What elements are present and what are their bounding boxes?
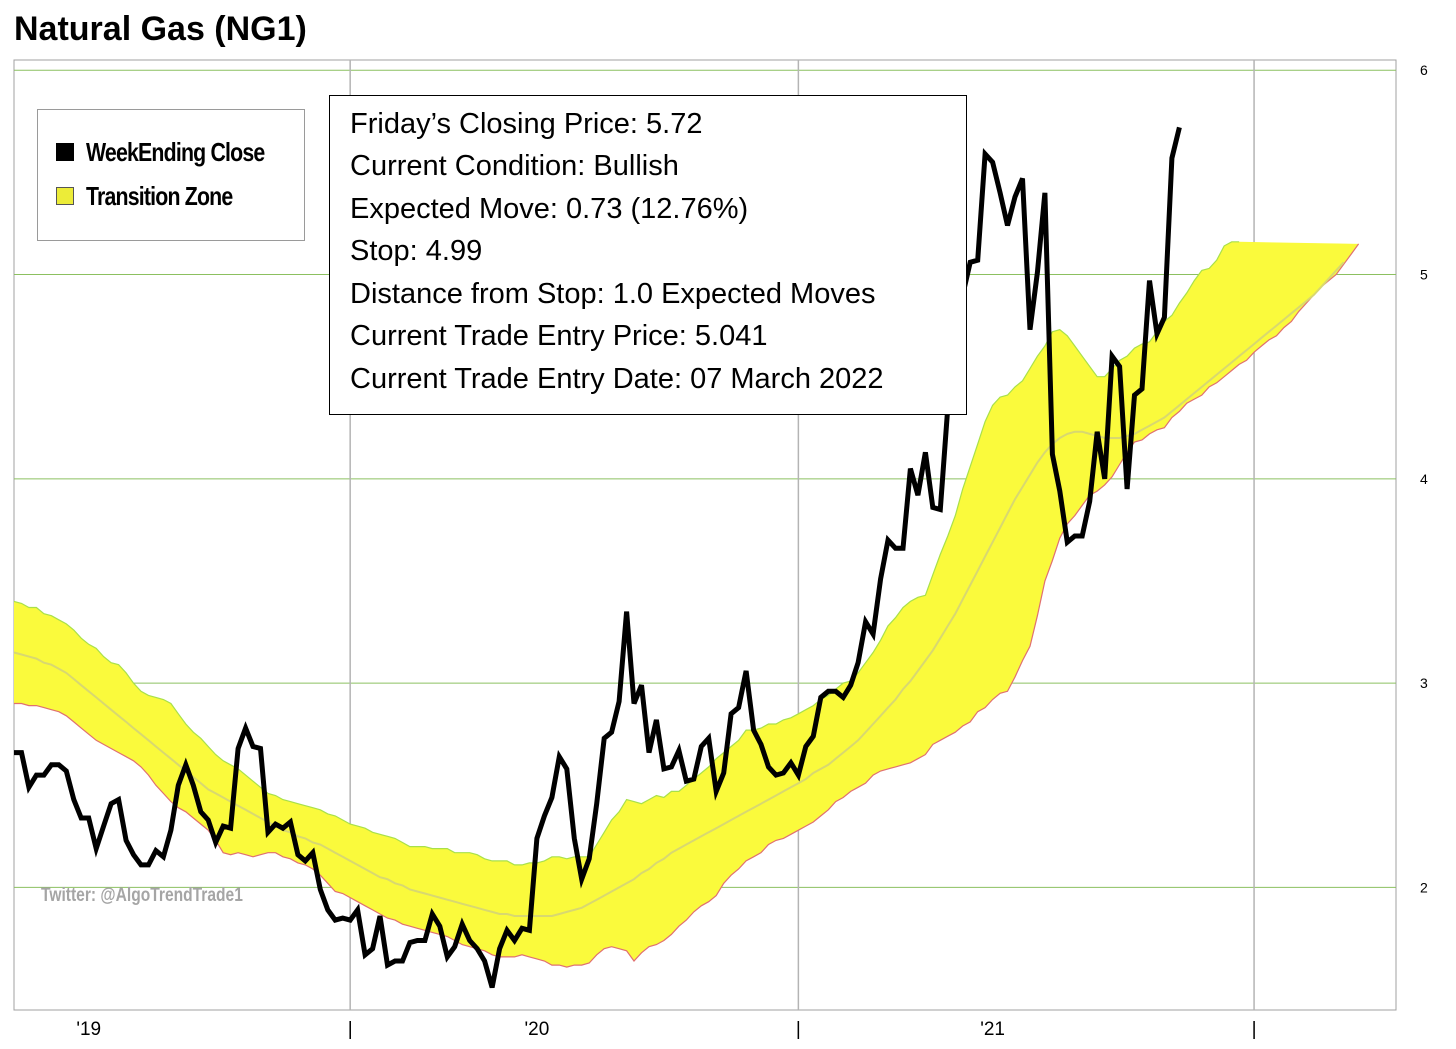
info-expected-move: Expected Move: 0.73 (12.76%) [350,193,749,225]
legend-swatch-black [56,143,74,161]
y-tick-label: 6 [1420,62,1428,78]
price-layer [14,126,1182,989]
transition-zone-lower-edge [14,243,1360,968]
x-tick-label: | [1252,1019,1257,1040]
y-tick-label: 2 [1420,879,1428,895]
watermark: Twitter: @AlgoTrendTrade1 [41,885,243,906]
weekending-close-line [14,126,1182,989]
x-tick-label: '20 [525,1019,550,1040]
info-closing-price: Friday’s Closing Price: 5.72 [350,108,703,140]
legend-item-transition-zone: Transition Zone [56,180,265,212]
info-entry-price: Current Trade Entry Price: 5.041 [350,320,768,352]
y-tick-label: 4 [1420,471,1428,487]
info-condition: Current Condition: Bullish [350,150,679,182]
trade-info-box: Friday’s Closing Price: 5.72 Current Con… [329,95,967,415]
info-stop: Stop: 4.99 [350,235,483,267]
x-tick-label: | [348,1019,353,1040]
x-tick-label: '21 [980,1019,1005,1040]
y-tick-label: 5 [1420,267,1428,283]
info-distance-from-stop: Distance from Stop: 1.0 Expected Moves [350,278,876,310]
transition-zone-band [14,241,1359,968]
legend-label: WeekEnding Close [86,136,265,167]
x-tick-label: | [796,1019,801,1040]
legend-label: Transition Zone [86,180,233,211]
y-tick-label: 3 [1420,675,1428,691]
legend-swatch-yellow [56,187,74,205]
y-axis-ticks: 2 3 4 5 6 [1420,62,1428,895]
chart-title: Natural Gas (NG1) [14,10,307,48]
legend-item-weekending-close: WeekEnding Close [56,136,304,168]
x-tick-label: '19 [76,1019,101,1040]
transition-zone-upper-edge [13,241,1240,866]
legend: WeekEnding Close Transition Zone [37,109,305,241]
x-axis-ticks: '19 | '20 | '21 | [76,1019,1256,1040]
info-entry-date: Current Trade Entry Date: 07 March 2022 [350,363,884,395]
